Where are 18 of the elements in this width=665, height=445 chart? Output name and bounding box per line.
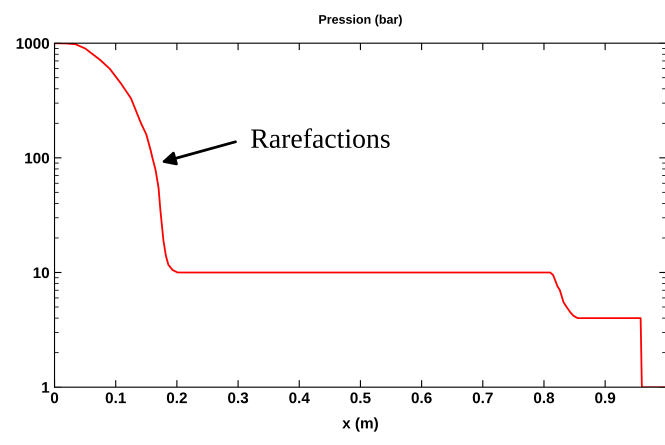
x-tick-label: 0.8: [534, 392, 554, 404]
line-series: [54, 43, 665, 388]
y-tick-label: 1000: [16, 38, 50, 49]
y-tick-label: 10: [34, 267, 50, 278]
chart-title: Pression (bar): [319, 14, 402, 26]
x-tick-label: 0.3: [228, 392, 248, 404]
x-tick-label: 0.4: [289, 392, 310, 404]
x-tick-label: 0: [50, 392, 58, 404]
x-tick-label: 0.6: [412, 392, 432, 404]
x-tick-label: 0.1: [106, 392, 126, 404]
x-axis-title: x (m): [342, 417, 378, 432]
x-tick-label: 0.9: [595, 392, 616, 404]
annotation: Rarefactions: [251, 128, 390, 148]
x-tick-label: 0.2: [166, 392, 187, 404]
y-tick-label: 100: [25, 152, 50, 164]
y-tick-label: 1: [42, 382, 50, 393]
x-tick-label: 0.5: [350, 392, 371, 404]
x-tick-label: 0.7: [472, 392, 493, 404]
